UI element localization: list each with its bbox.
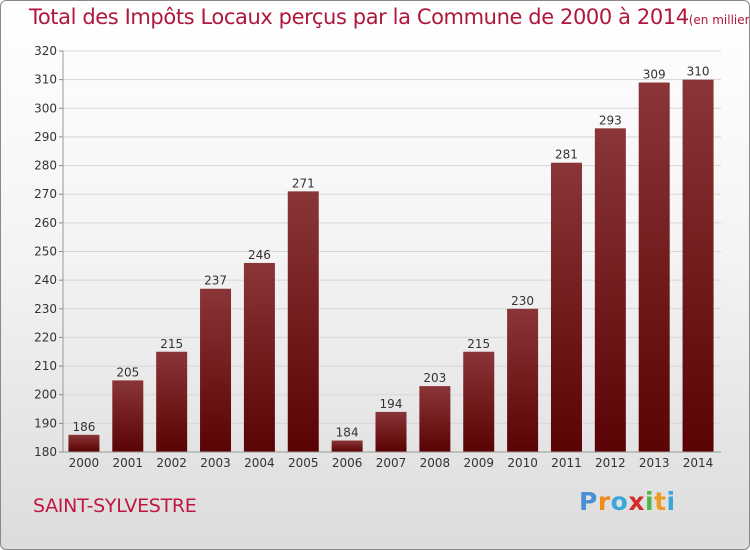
title-text: Total des Impôts Locaux perçus par la Co…	[29, 5, 689, 29]
logo-letter: r	[597, 487, 611, 516]
x-tick-label: 2013	[639, 456, 670, 470]
y-tick-label: 200	[34, 388, 57, 402]
y-tick-label: 190	[34, 416, 57, 430]
bar	[638, 82, 670, 452]
x-tick-label: 2010	[507, 456, 538, 470]
bar	[287, 191, 319, 452]
y-tick-label: 280	[34, 159, 57, 173]
data-label: 246	[248, 248, 271, 262]
x-tick-label: 2009	[463, 456, 494, 470]
bar	[331, 440, 363, 452]
bar	[682, 79, 714, 453]
data-label: 230	[511, 294, 534, 308]
y-tick-label: 220	[34, 330, 57, 344]
y-tick-label: 260	[34, 216, 57, 230]
x-tick-label: 2014	[683, 456, 714, 470]
x-tick-label: 2011	[551, 456, 582, 470]
bar	[507, 308, 539, 452]
x-tick-label: 2003	[200, 456, 231, 470]
x-tick-label: 2007	[376, 456, 407, 470]
bar	[112, 380, 144, 452]
logo-letter: i	[645, 487, 655, 516]
y-tick-label: 210	[34, 359, 57, 373]
bar	[419, 386, 451, 452]
bar	[463, 351, 495, 452]
logo-letter: P	[579, 487, 598, 516]
chart-title: Total des Impôts Locaux perçus par la Co…	[29, 5, 750, 29]
data-label: 203	[423, 371, 446, 385]
y-tick-label: 290	[34, 130, 57, 144]
bar	[68, 434, 100, 452]
data-label: 293	[599, 113, 622, 127]
y-tick-label: 250	[34, 245, 57, 259]
y-tick-label: 270	[34, 187, 57, 201]
x-tick-label: 2001	[113, 456, 144, 470]
data-label: 186	[72, 420, 95, 434]
data-label: 271	[292, 176, 315, 190]
bar	[200, 288, 232, 452]
x-tick-label: 2004	[244, 456, 275, 470]
x-axis: 2000 2001 2002 2003 2004 2005 2006 2007 2008 2009…	[63, 451, 721, 470]
data-label: 309	[643, 68, 666, 82]
y-tick-label: 240	[34, 273, 57, 287]
y-tick-label: 180	[34, 445, 57, 459]
bar	[156, 351, 188, 452]
chart-subtitle: (en milliers d'€)	[688, 13, 750, 27]
y-tick-label: 320	[34, 44, 57, 58]
bar	[243, 262, 275, 452]
data-label: 310	[687, 65, 710, 79]
proxiti-logo: Proxiti	[579, 487, 676, 516]
bars	[68, 79, 714, 453]
bar	[550, 162, 582, 452]
x-tick-label: 2006	[332, 456, 363, 470]
logo-letter: o	[610, 487, 629, 516]
y-tick-label: 300	[34, 101, 57, 115]
logo-letter: t	[654, 487, 667, 516]
data-label: 205	[116, 365, 139, 379]
y-tick-label: 310	[34, 73, 57, 87]
data-labels: 186 205 215 237 246 271 184 194 203 215 230 281 293 3…	[72, 65, 709, 440]
bar	[594, 128, 626, 452]
x-tick-label: 2005	[288, 456, 319, 470]
x-tick-label: 2008	[420, 456, 451, 470]
data-label: 215	[160, 337, 183, 351]
y-tick-label: 230	[34, 302, 57, 316]
data-label: 281	[555, 148, 578, 162]
y-axis: 180 190 200 210 220 230 240 250 260 270 280 290 300 3…	[34, 44, 64, 459]
bar	[375, 411, 407, 452]
data-label: 237	[204, 274, 227, 288]
commune-name: SAINT-SYLVESTRE	[33, 495, 197, 517]
x-tick-label: 2000	[69, 456, 100, 470]
x-tick-label: 2002	[156, 456, 187, 470]
data-label: 194	[380, 397, 403, 411]
data-label: 184	[336, 426, 359, 440]
logo-letter: i	[666, 487, 676, 516]
data-label: 215	[467, 337, 490, 351]
x-tick-label: 2012	[595, 456, 626, 470]
logo-letter: x	[628, 487, 645, 516]
